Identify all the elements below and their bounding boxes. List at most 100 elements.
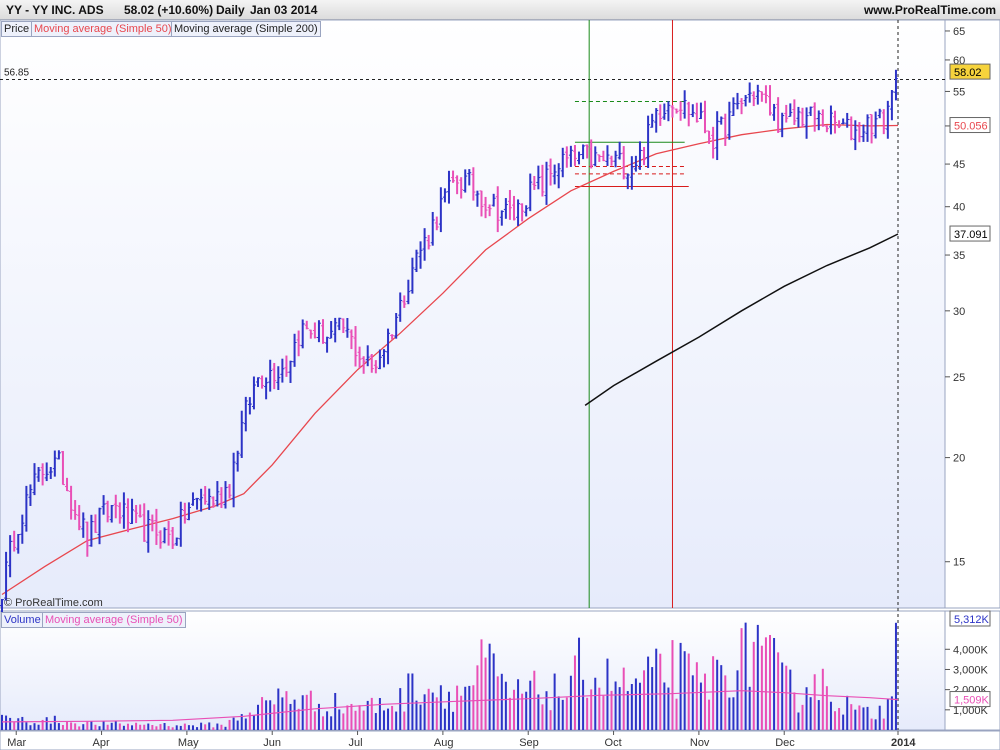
volume-bar <box>366 700 369 730</box>
last-volume-tag: 5,312K <box>954 614 990 626</box>
legend-volume[interactable]: Volume <box>1 612 44 628</box>
price-bar <box>8 535 13 578</box>
volume-bar <box>387 708 390 730</box>
volume-bar <box>378 698 381 730</box>
volume-bar <box>740 628 743 730</box>
volume-bar <box>813 674 816 730</box>
price-bar <box>207 488 212 510</box>
legend-ma200[interactable]: Moving average (Simple 200) <box>171 21 321 37</box>
volume-bar <box>163 722 166 730</box>
volume-bar <box>350 703 353 730</box>
volume-bar <box>358 705 361 730</box>
price-bar <box>678 101 683 121</box>
price-bar <box>211 496 216 508</box>
price-bar <box>69 485 74 520</box>
price-bar <box>308 329 313 339</box>
price-bar <box>422 228 427 261</box>
price-bar <box>316 320 321 343</box>
volume-bar <box>655 648 658 730</box>
price-bar <box>219 487 224 509</box>
volume-bar <box>789 669 792 730</box>
price-bar <box>381 349 386 368</box>
volume-bar <box>301 695 304 730</box>
volume-bar <box>480 639 483 730</box>
volume-bar <box>748 686 751 730</box>
volume-bar <box>29 725 32 730</box>
volume-bar <box>411 673 414 730</box>
price-bar <box>792 99 797 126</box>
price-bar <box>548 158 553 186</box>
volume-bar <box>894 622 897 730</box>
volume-bar <box>622 667 625 730</box>
volume-tick-label: 4,000K <box>953 644 989 656</box>
price-bar <box>256 377 260 388</box>
volume-bar <box>25 722 28 730</box>
time-tick-label: May <box>178 737 199 749</box>
price-bar <box>459 177 464 199</box>
price-bar <box>235 450 240 472</box>
volume-bar <box>456 685 459 730</box>
legend-price[interactable]: Price <box>1 21 33 37</box>
price-bar <box>617 141 622 160</box>
price-bar <box>670 105 675 118</box>
volume-bar <box>200 722 203 730</box>
price-bar <box>373 360 378 374</box>
price-bar <box>568 145 573 167</box>
volume-bar <box>74 723 77 730</box>
ma200-value-tag-bg <box>949 225 991 242</box>
volume-bar <box>447 691 450 730</box>
legend-volume-ma50[interactable]: Moving average (Simple 50) <box>42 612 186 628</box>
price-bar <box>475 190 480 207</box>
volume-bar <box>468 685 471 730</box>
volume-bar <box>578 637 581 730</box>
price-bar <box>507 189 512 220</box>
price-bar <box>56 450 61 460</box>
ma50-value-tag-bg <box>949 117 991 134</box>
price-bar <box>186 502 191 521</box>
volume-bar <box>829 701 832 730</box>
price-bar <box>516 199 521 226</box>
price-bar <box>881 109 886 135</box>
volume-bar <box>342 713 345 730</box>
volume-bar <box>135 722 138 730</box>
volume-bar <box>252 715 255 730</box>
time-tick-label: Aug <box>434 737 454 749</box>
price-bar <box>698 102 703 120</box>
volume-bar <box>147 723 150 730</box>
price-bar <box>105 500 110 523</box>
volume-bar <box>606 658 609 730</box>
volume-bar <box>78 726 81 730</box>
price-bar <box>463 169 468 193</box>
price-bar <box>430 211 435 246</box>
price-bar <box>325 336 330 353</box>
price-bar <box>40 463 45 486</box>
volume-bar <box>289 703 292 730</box>
volume-bar <box>565 697 568 730</box>
volume-bar <box>809 697 812 730</box>
volume-bar <box>460 695 463 730</box>
price-bar <box>788 103 793 117</box>
volume-bar <box>415 700 418 730</box>
price-bar <box>93 514 98 533</box>
price-bar <box>89 514 94 547</box>
volume-bar <box>439 685 442 730</box>
volume-bar <box>630 684 633 730</box>
price-bar <box>195 497 200 510</box>
volume-bar <box>330 716 333 730</box>
volume-bar <box>403 711 406 730</box>
volume-bar <box>21 716 24 730</box>
last-price-tag-bg <box>949 63 991 80</box>
price-bar <box>800 107 805 128</box>
volume-bar <box>143 724 146 730</box>
price-bar <box>386 328 391 365</box>
price-bar <box>719 116 724 125</box>
legend-ma50[interactable]: Moving average (Simple 50) <box>31 21 175 37</box>
volume-bar <box>224 726 227 730</box>
volume-bar <box>114 721 117 730</box>
volume-bar <box>151 725 154 730</box>
volume-bar <box>752 641 755 730</box>
volume-bar <box>638 682 641 730</box>
volume-bar <box>305 694 308 730</box>
volume-bar <box>569 675 572 730</box>
